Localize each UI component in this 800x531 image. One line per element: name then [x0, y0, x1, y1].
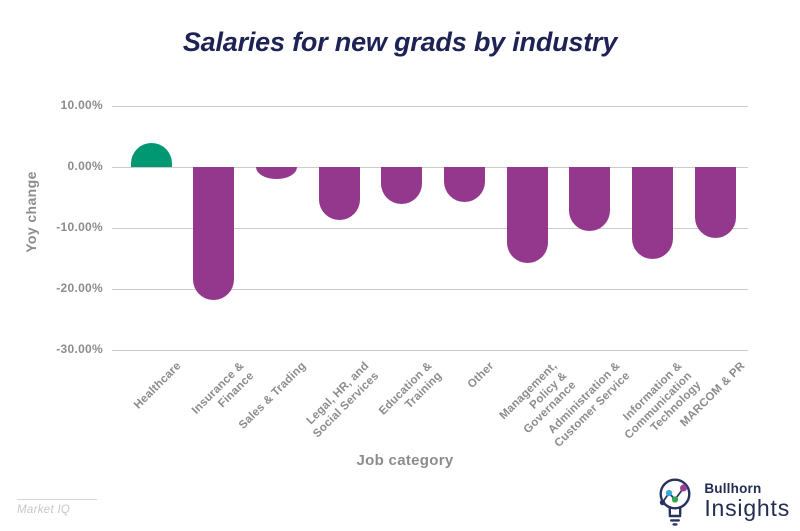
source-divider — [17, 499, 97, 500]
bar-sales-trading — [255, 167, 297, 180]
gridline — [112, 106, 748, 107]
bar-information-communication-technology — [631, 167, 673, 259]
y-axis-tick-label: 0.00% — [67, 159, 103, 173]
gridline — [112, 228, 748, 229]
bar-administration-customer-service — [569, 167, 611, 232]
bar-marcom-pr — [694, 167, 736, 238]
y-axis-tick-label: -20.00% — [56, 281, 103, 295]
brand-logo: Bullhorn Insights — [652, 474, 790, 528]
brand-wordmark: Bullhorn Insights — [704, 480, 790, 522]
y-axis-tick-label: -30.00% — [56, 342, 103, 356]
y-axis-title: Yoy change — [23, 171, 39, 253]
bar-legal-hr-and-social-services — [318, 167, 360, 221]
bar-insurance-finance — [193, 167, 235, 300]
bar-healthcare — [130, 142, 172, 167]
bar-other — [443, 167, 485, 202]
bar-management-policy-governance — [506, 167, 548, 264]
chart-title: Salaries for new grads by industry — [182, 27, 618, 57]
y-axis-tick-label: 10.00% — [60, 98, 103, 112]
gridline — [112, 350, 748, 351]
gridline — [112, 289, 748, 290]
x-axis-title: Job category — [356, 452, 454, 469]
lightbulb-chart-icon — [659, 478, 691, 526]
bar-education-training — [381, 167, 423, 204]
gridline — [112, 167, 748, 168]
y-axis-tick-label: -10.00% — [56, 220, 103, 234]
brand-product: Insights — [704, 495, 790, 522]
brand-name: Bullhorn — [704, 480, 762, 496]
source-label: Market IQ — [17, 504, 71, 516]
plot-area: 10.00% 0.00% -10.00% -20.00% -30.00% Healthca… — [56, 98, 748, 449]
